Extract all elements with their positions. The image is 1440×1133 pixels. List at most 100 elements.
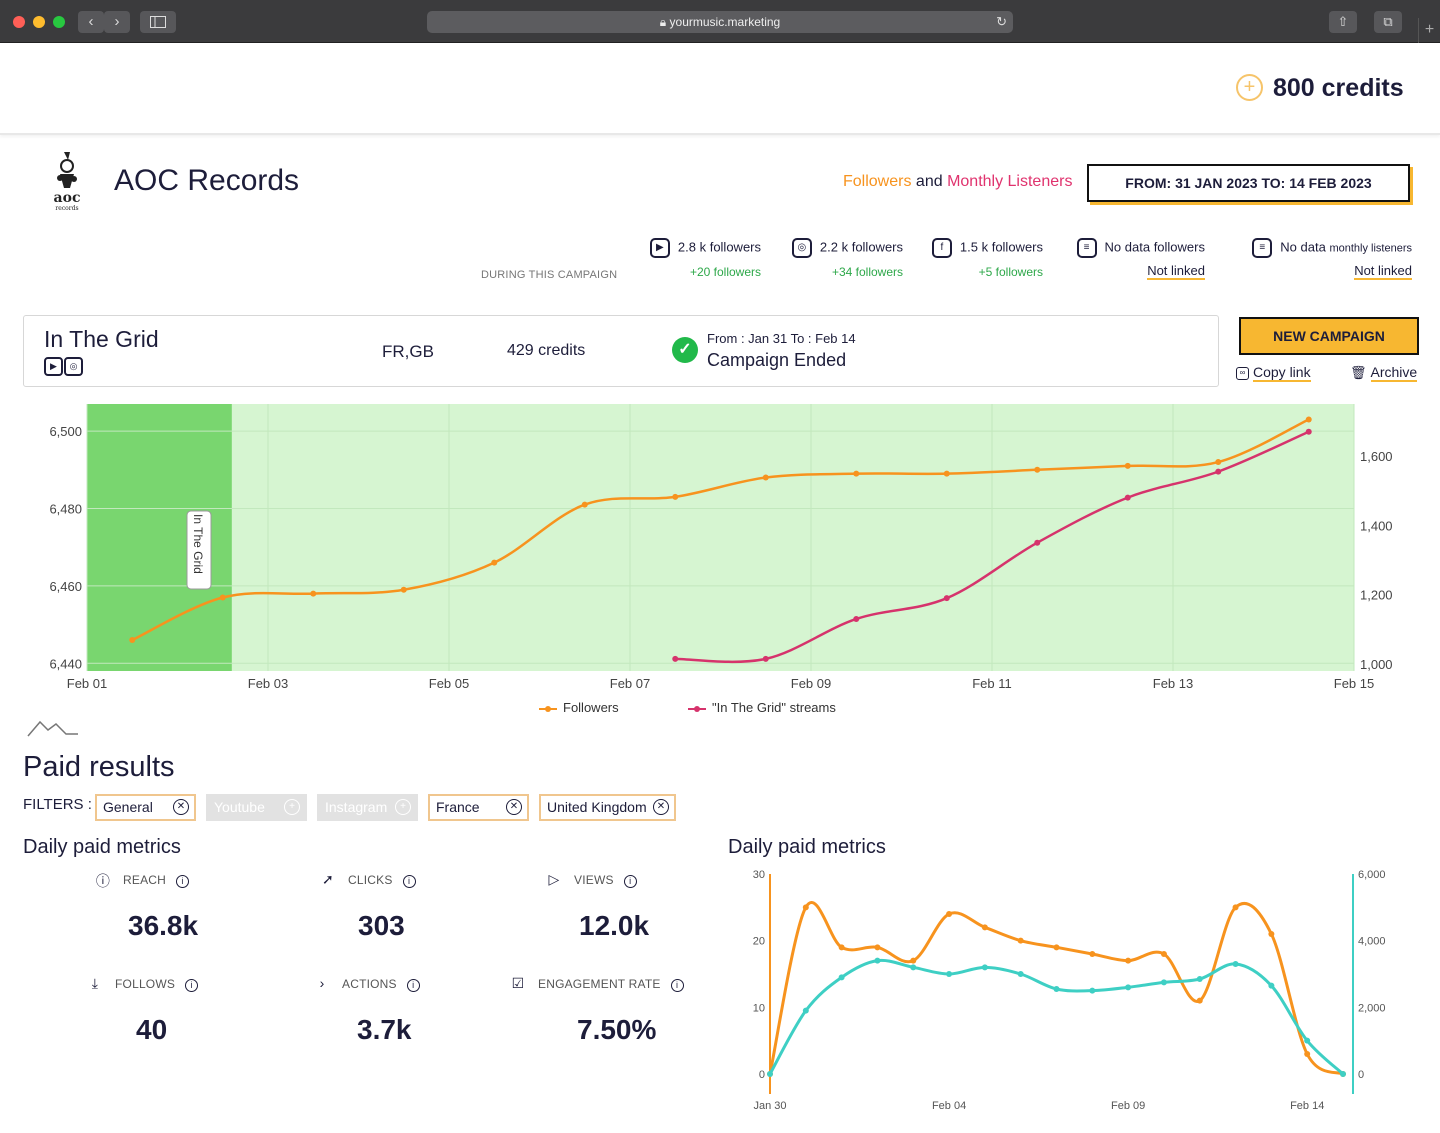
series-line-1 (675, 430, 1310, 664)
series-point-0 (1160, 951, 1167, 957)
series-point-0 (802, 904, 809, 911)
follows-label: ⤓ FOLLOWS i (85, 975, 199, 995)
campaign-status: Campaign Ended (707, 350, 847, 370)
copy-link-button[interactable]: ∞ Copy link (1236, 364, 1311, 382)
close-window-button[interactable] (13, 16, 25, 28)
address-bar[interactable]: 🔒︎ yourmusic.marketing ↻ (427, 11, 1013, 33)
info-icon[interactable]: i (185, 978, 199, 992)
platform4-followers: No data followers (1104, 239, 1205, 255)
minimize-window-button[interactable] (33, 16, 45, 28)
tabs-overview-button[interactable]: ⧉ (1374, 11, 1402, 33)
series-point-0 (1196, 997, 1203, 1004)
series-point-1 (672, 655, 679, 662)
instagram-followers: 2.2 k followers (819, 239, 903, 255)
daily-paid-metrics-chart: 0 10 20 30 0 2,000 4,000 6,000 Jan 30 Feb 04 Feb 0… (753, 869, 1386, 1112)
series-point-1 (853, 615, 860, 622)
series-point-1 (981, 964, 988, 971)
annotation-label: In The Grid (191, 514, 205, 574)
legend-label-followers: Followers (563, 700, 619, 715)
mountain-icon (27, 720, 78, 737)
instagram-icon: ◎ (64, 357, 83, 376)
series-point-1 (1125, 984, 1132, 991)
filter-general[interactable]: General ✕ (95, 794, 196, 821)
play-circle-icon: ▷ (548, 871, 560, 887)
campaign-credits: 429 credits (507, 342, 586, 359)
series-point-1 (1268, 982, 1275, 989)
document-icon: ≡ (1076, 238, 1097, 258)
cursor-icon: ➚ (322, 871, 334, 887)
add-credits-icon[interactable]: + (1236, 74, 1263, 101)
date-range-button[interactable]: FROM: 31 JAN 2023 TO: 14 FEB 2023 (1087, 164, 1410, 202)
platform4-not-linked-link[interactable]: Not linked (1147, 263, 1205, 280)
sidebar-toggle-button[interactable] (140, 11, 176, 33)
share-button[interactable]: ⇧ (1329, 11, 1357, 33)
filter-instagram[interactable]: Instagram + (317, 794, 418, 821)
clicks-value: 303 (358, 910, 405, 941)
series-point-1 (767, 1071, 773, 1077)
filter-france[interactable]: France ✕ (428, 794, 529, 821)
series-point-1 (910, 964, 917, 971)
followers-streams-chart: Feb 01 Feb 03 Feb 05 Feb 07 Feb 09 Feb 11 Feb … (49, 404, 1393, 691)
info-icon[interactable]: i (402, 874, 416, 888)
follows-value: 40 (136, 1014, 168, 1045)
series-point-1 (946, 971, 953, 977)
forward-button[interactable]: › (104, 11, 130, 33)
new-tab-button[interactable]: + (1418, 18, 1440, 43)
filter-youtube[interactable]: Youtube + (206, 794, 307, 821)
y-right-tick-label: 1,000 (1360, 657, 1393, 672)
series-point-1 (943, 595, 950, 602)
legend-label-streams: "In The Grid" streams (712, 700, 836, 715)
close-icon[interactable]: ✕ (653, 799, 669, 815)
info-icon[interactable]: i (406, 978, 420, 992)
series-point-0 (310, 590, 317, 597)
info-icon[interactable]: i (670, 978, 684, 992)
sidebar-icon (150, 16, 166, 28)
back-button[interactable]: ‹ (78, 11, 104, 33)
archive-button[interactable]: 🗑︎ Archive (1350, 364, 1418, 382)
series-point-0 (946, 911, 953, 917)
plus-icon[interactable]: + (284, 799, 300, 815)
info-icon[interactable]: i (623, 874, 637, 888)
accessibility-icon: ⓘ (95, 873, 111, 889)
reload-icon[interactable]: ↻ (996, 14, 1007, 29)
instagram-stat: ◎ 2.2 k followers +34 followers (783, 238, 903, 279)
maximize-window-button[interactable] (53, 16, 65, 28)
filter-united-kingdom[interactable]: United Kingdom ✕ (539, 794, 676, 821)
campaign-card[interactable]: In The Grid ▶ ◎ FR,GB 429 credits ✓ From … (23, 315, 1219, 387)
series-point-1 (1017, 971, 1024, 977)
y-left-tick-label: 6,500 (49, 424, 82, 439)
campaign-countries: FR,GB (382, 342, 434, 361)
y-right-tick-label: 2,000 (1358, 1002, 1386, 1014)
x-tick-label: Feb 09 (791, 676, 831, 691)
x-tick-label: Feb 15 (1334, 676, 1374, 691)
legend-item-streams[interactable]: "In The Grid" streams (688, 700, 836, 715)
plus-icon: + (1424, 21, 1435, 38)
platform5-no-data: No data (1280, 239, 1326, 255)
legend-swatch-followers (539, 705, 557, 712)
x-tick-label: Jan 30 (753, 1100, 786, 1112)
svg-text:aoc: aoc (54, 190, 81, 206)
facebook-delta: +5 followers (978, 265, 1043, 279)
views-label: ▷ VIEWS i (544, 871, 637, 891)
share-icon: ⇧ (1337, 14, 1349, 29)
filter-youtube-label: Youtube (214, 799, 265, 815)
chart-plot-area (87, 404, 1354, 671)
new-campaign-button[interactable]: NEW CAMPAIGN (1239, 317, 1419, 355)
chevron-right-icon: › (114, 13, 120, 30)
platform5-not-linked-link[interactable]: Not linked (1354, 263, 1412, 280)
listeners-legend-label: Monthly Listeners (947, 173, 1073, 190)
platform5-stat: ≡ No data monthly listeners Not linked (1228, 238, 1412, 280)
x-tick-label: Feb 07 (610, 676, 650, 691)
series-point-0 (981, 924, 988, 931)
info-icon[interactable]: i (176, 874, 190, 888)
y-left-tick-label: 20 (753, 936, 765, 948)
close-icon[interactable]: ✕ (173, 799, 189, 815)
series-point-0 (672, 493, 679, 500)
legend-item-followers[interactable]: Followers (539, 700, 619, 715)
y-left-tick-label: 30 (753, 869, 765, 881)
y-right-tick-label: 1,200 (1360, 588, 1393, 603)
plus-icon[interactable]: + (395, 799, 411, 815)
y-right-tick-label: 1,400 (1360, 518, 1393, 533)
close-icon[interactable]: ✕ (506, 799, 522, 815)
series-point-1 (762, 655, 769, 662)
